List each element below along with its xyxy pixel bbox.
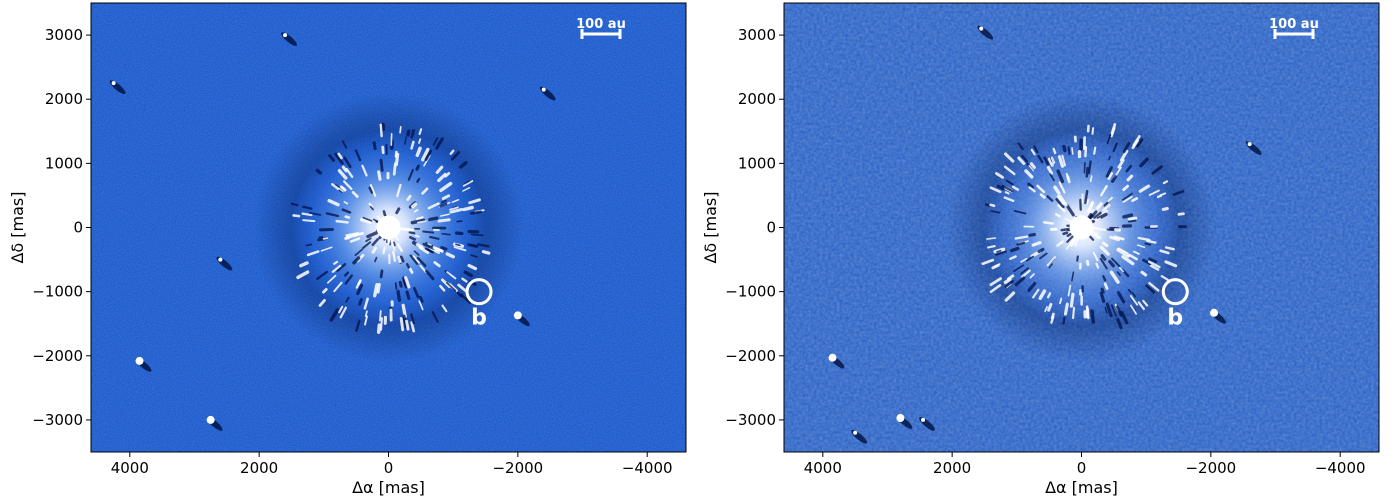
y-tick-label: −1000 [32,283,83,301]
x-tick-label: −2000 [1185,459,1236,477]
image-area: b 100 au [784,3,1379,452]
x-axis-label: Δα [mas] [352,478,425,497]
point-source [216,256,233,271]
point-source [1210,308,1226,324]
point-source [1245,141,1262,155]
x-tick-label: 0 [1077,459,1087,477]
point-source [896,414,913,429]
x-tick-label: 4000 [804,459,842,477]
point-source [539,86,556,101]
scale-bar-label: 100 au [1269,17,1319,32]
companion-label: b [1167,306,1183,331]
scale-bar: 100 au [1269,17,1319,39]
y-tick-label: 1000 [45,154,83,172]
panel-right: b 100 au 4000 2000 0 −2000 −4000 3000 2000 1000 0 −… [701,2,1380,497]
psf-speckles [290,122,491,334]
x-tick-label: 4000 [111,459,149,477]
star-core [1069,215,1094,240]
point-source [206,415,223,431]
scale-bar-label: 100 au [576,17,626,32]
y-tick-label: −3000 [725,411,776,429]
y-tick-label: −3000 [32,411,83,429]
point-source [513,311,530,327]
y-tick-label: 0 [73,219,83,237]
point-source [977,25,994,40]
x-tick-label: −2000 [492,459,543,477]
point-source [919,417,935,431]
x-tick-label: 2000 [240,459,278,477]
companion-circle-marker [465,278,493,306]
point-source [828,353,845,369]
y-tick-label: 1000 [738,154,776,172]
y-tick-label: 3000 [738,26,776,44]
y-tick-label: 3000 [45,26,83,44]
star-core [376,215,401,240]
y-tick-label: −1000 [725,283,776,301]
companion-circle-marker [1161,278,1189,306]
y-tick-label: −2000 [725,347,776,365]
point-source [109,80,126,95]
image-area: b 100 au [91,3,686,452]
y-tick-label: 2000 [45,90,83,108]
psf-speckles [981,123,1187,330]
point-source [135,356,152,372]
scale-bar: 100 au [576,17,626,39]
y-tick-label: −2000 [32,347,83,365]
y-axis-label: Δδ [mas] [701,191,720,263]
y-tick-label: 2000 [738,90,776,108]
x-tick-label: 2000 [933,459,971,477]
panel-left: b 100 au 4000 2000 0 −2000 −4000 3000 2000 1000 0 −… [8,2,687,497]
companion-label: b [471,306,487,331]
y-axis-label: Δδ [mas] [8,191,27,263]
x-axis-label: Δα [mas] [1045,478,1118,497]
x-tick-label: 0 [384,459,394,477]
x-tick-label: −4000 [1315,459,1366,477]
y-tick-label: 0 [766,219,776,237]
x-tick-label: −4000 [622,459,673,477]
point-source [281,32,297,46]
point-source [851,429,868,444]
